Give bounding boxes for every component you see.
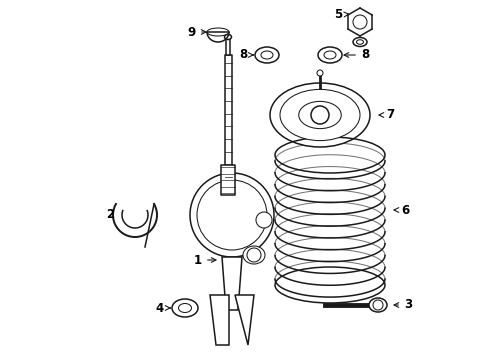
Ellipse shape <box>280 89 359 141</box>
Polygon shape <box>222 257 242 310</box>
Text: 8: 8 <box>238 49 253 62</box>
Circle shape <box>352 15 366 29</box>
Text: 9: 9 <box>187 26 205 39</box>
Ellipse shape <box>298 102 341 129</box>
Ellipse shape <box>368 298 386 312</box>
Text: 4: 4 <box>156 302 170 315</box>
Polygon shape <box>235 295 253 345</box>
Ellipse shape <box>206 28 228 36</box>
Circle shape <box>197 180 266 250</box>
Circle shape <box>246 248 261 262</box>
Text: 8: 8 <box>344 49 368 62</box>
Text: 3: 3 <box>393 298 411 311</box>
Ellipse shape <box>254 47 279 63</box>
Ellipse shape <box>269 83 369 147</box>
Text: 6: 6 <box>393 203 408 216</box>
Circle shape <box>310 106 328 124</box>
Text: 5: 5 <box>333 9 348 22</box>
Ellipse shape <box>243 246 264 264</box>
Polygon shape <box>209 295 228 345</box>
Circle shape <box>316 70 323 76</box>
Text: 1: 1 <box>194 253 216 266</box>
Ellipse shape <box>178 303 191 312</box>
Ellipse shape <box>352 37 366 46</box>
Ellipse shape <box>324 51 335 59</box>
Ellipse shape <box>172 299 198 317</box>
Text: 2: 2 <box>106 208 114 221</box>
Circle shape <box>190 173 273 257</box>
Circle shape <box>372 300 382 310</box>
Ellipse shape <box>317 47 341 63</box>
Ellipse shape <box>224 35 231 40</box>
Ellipse shape <box>261 51 272 59</box>
Circle shape <box>256 212 271 228</box>
Ellipse shape <box>356 40 363 44</box>
Text: 7: 7 <box>378 108 393 122</box>
